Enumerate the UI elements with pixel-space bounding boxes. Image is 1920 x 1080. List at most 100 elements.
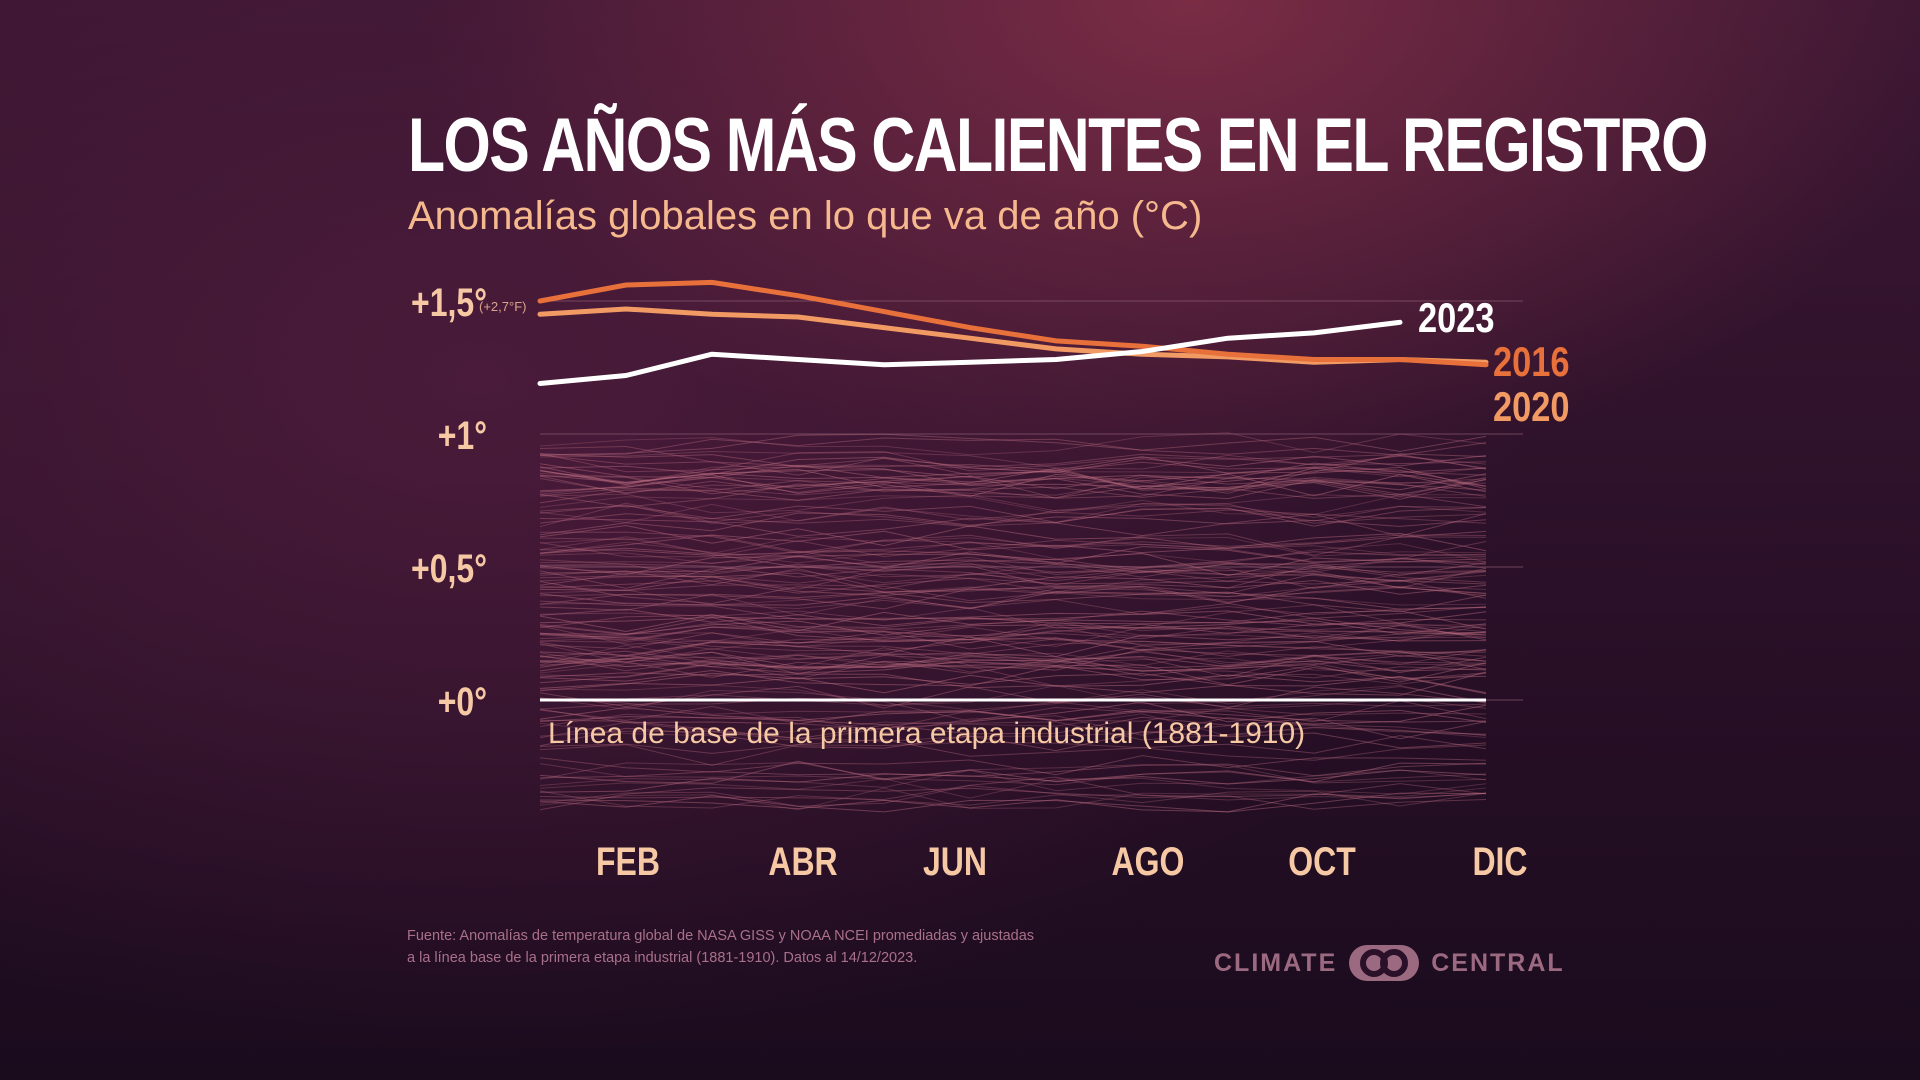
climate-central-logo: CLIMATE CENTRAL [1214,941,1565,985]
historical-year-line [539,776,1487,801]
historical-year-line [539,787,1487,811]
historical-year-line [539,558,1487,582]
historical-year-line [539,629,1487,652]
historical-year-line [539,684,1487,707]
historical-year-line [539,585,1487,610]
y-axis-ticks: +1,5°(+2,7°F) +1° +0,5° +0° [411,280,526,724]
historical-year-line [539,648,1487,671]
historical-year-line [539,433,1487,456]
historical-year-line [539,663,1487,687]
historical-year-line [539,493,1487,514]
historical-year-line [539,504,1487,524]
historical-year-line [539,552,1487,577]
historical-year-line [539,653,1487,674]
historical-year-line [539,621,1487,641]
historical-year-line [539,432,1487,456]
historical-year-line [539,760,1487,784]
historical-year-line [539,713,1487,736]
historical-year-line [539,787,1487,811]
historical-year-line [539,664,1487,687]
historical-year-line [539,727,1487,752]
historical-year-line [539,661,1487,684]
historical-year-line [539,785,1487,807]
source-note: Fuente: Anomalías de temperatura global … [407,925,1107,969]
historical-year-line [539,610,1487,625]
x-tick-label: AGO [1112,839,1185,884]
historical-year-line [539,571,1487,593]
historical-year-line [539,474,1487,495]
x-tick-label: FEB [596,839,660,884]
x-tick-label: JUN [923,839,987,884]
y-tick-label: +0,5° [411,546,487,591]
historical-year-line [539,654,1487,674]
historical-year-line [539,654,1487,678]
historical-year-line [539,600,1487,620]
historical-year-line [539,637,1487,658]
historical-year-line [539,562,1487,584]
historical-year-line [539,593,1487,616]
historical-year-line [539,701,1487,726]
historical-year-line [539,608,1487,630]
historical-year-line [539,475,1487,499]
historical-year-line [539,777,1487,799]
y-tick-label: +1° [438,413,487,458]
historical-year-line [539,584,1487,602]
historical-year-line [539,631,1487,652]
series-label-2020: 2020 [1493,384,1570,431]
historical-year-line [539,704,1487,725]
historical-year-line [539,634,1487,658]
x-axis-ticks: FEB ABR JUN AGO OCT DIC [596,839,1528,884]
baseline-group: Línea de base de la primera etapa indust… [540,698,1523,750]
historical-year-line [539,591,1487,610]
historical-year-line [539,644,1487,667]
historical-year-line [539,705,1487,730]
historical-year-line [539,455,1487,475]
historical-year-line [539,651,1487,675]
historical-year-line [539,762,1487,779]
historical-year-line [539,462,1487,483]
historical-year-line [539,580,1487,605]
historical-year-line [539,503,1487,528]
historical-year-line [539,640,1487,663]
historical-year-line [539,769,1487,793]
historical-year-line [539,513,1487,537]
source-line-1: Fuente: Anomalías de temperatura global … [407,928,1035,944]
historical-year-line [539,697,1487,723]
historical-year-line [539,769,1487,792]
historical-year-line [539,660,1487,681]
historical-year-line [539,654,1487,679]
historical-year-line [539,619,1487,640]
y-tick-note: (+2,7°F) [479,299,526,314]
historical-year-line [539,534,1487,553]
historical-year-line [539,617,1487,642]
historical-year-line [539,741,1487,766]
logo-text-right: CENTRAL [1431,948,1565,977]
historical-year-line [539,790,1487,809]
historical-year-line [539,451,1487,473]
historical-year-line [539,483,1487,508]
historical-year-line [539,454,1487,476]
historical-year-line [539,689,1487,711]
historical-year-line [539,671,1487,696]
x-tick-label: ABR [768,839,837,884]
historical-year-line [539,572,1487,595]
historical-year-line [539,546,1487,565]
historical-year-line [539,721,1487,742]
historical-year-line [539,541,1487,564]
highlight-series [537,279,1489,386]
logo-text-left: CLIMATE [1214,948,1338,977]
historical-year-line [539,563,1487,582]
historical-year-line [539,645,1486,663]
historical-year-line [539,585,1487,610]
historical-year-line [539,476,1487,499]
historical-year-line [539,505,1487,527]
historical-year-line [539,524,1487,549]
historical-year-line [539,445,1487,468]
historical-year-line [539,567,1487,590]
historical-year-line [539,735,1487,757]
historical-year-line [539,494,1487,516]
historical-year-line [539,551,1487,576]
historical-year-line [539,472,1487,496]
historical-year-line [539,624,1487,645]
